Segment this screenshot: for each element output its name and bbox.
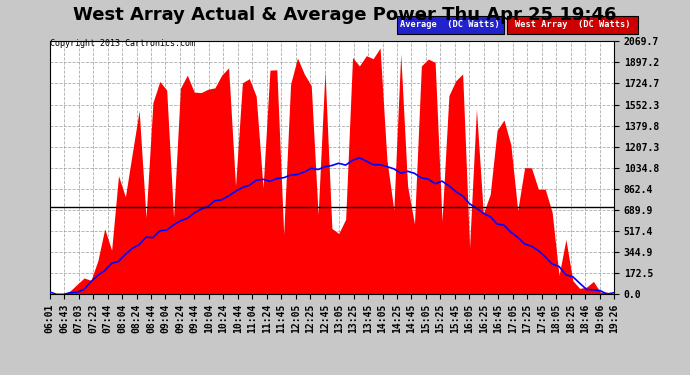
- Text: Average  (DC Watts): Average (DC Watts): [400, 20, 500, 29]
- Text: West Array  (DC Watts): West Array (DC Watts): [515, 20, 631, 29]
- Text: West Array Actual & Average Power Thu Apr 25 19:46: West Array Actual & Average Power Thu Ap…: [73, 6, 617, 24]
- Text: Copyright 2013 Cartronics.com: Copyright 2013 Cartronics.com: [50, 39, 195, 48]
